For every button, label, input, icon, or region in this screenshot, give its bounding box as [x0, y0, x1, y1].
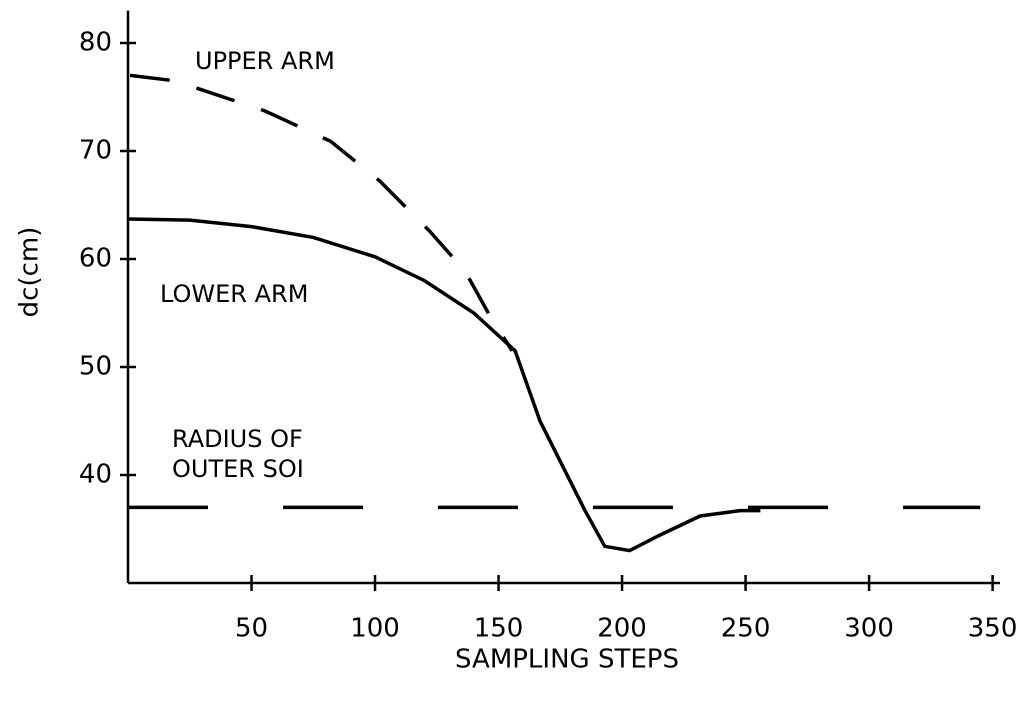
x-tick-label: 50 [235, 614, 268, 644]
x-tick-label: 350 [968, 614, 1018, 644]
x-tick-label: 250 [721, 614, 771, 644]
annotation: LOWER ARM [160, 280, 308, 308]
data-line [127, 217, 761, 553]
y-tick-label: 80 [79, 28, 112, 58]
x-tick-label: 200 [597, 614, 647, 644]
y-tick-label: 40 [79, 460, 112, 490]
annotation: RADIUS OF [172, 425, 303, 453]
x-tick-label: 100 [350, 614, 400, 644]
data-line [129, 73, 514, 352]
y-tick-label: 70 [79, 136, 112, 166]
annotation: OUTER SOI [172, 455, 304, 483]
y-axis-label: dc(cm) [15, 227, 45, 318]
x-axis-label: SAMPLING STEPS [455, 645, 679, 675]
x-tick-label: 300 [844, 614, 894, 644]
y-tick-label: 60 [79, 244, 112, 274]
x-tick-label: 150 [474, 614, 524, 644]
y-tick-label: 50 [79, 352, 112, 382]
annotation: UPPER ARM [195, 47, 335, 75]
